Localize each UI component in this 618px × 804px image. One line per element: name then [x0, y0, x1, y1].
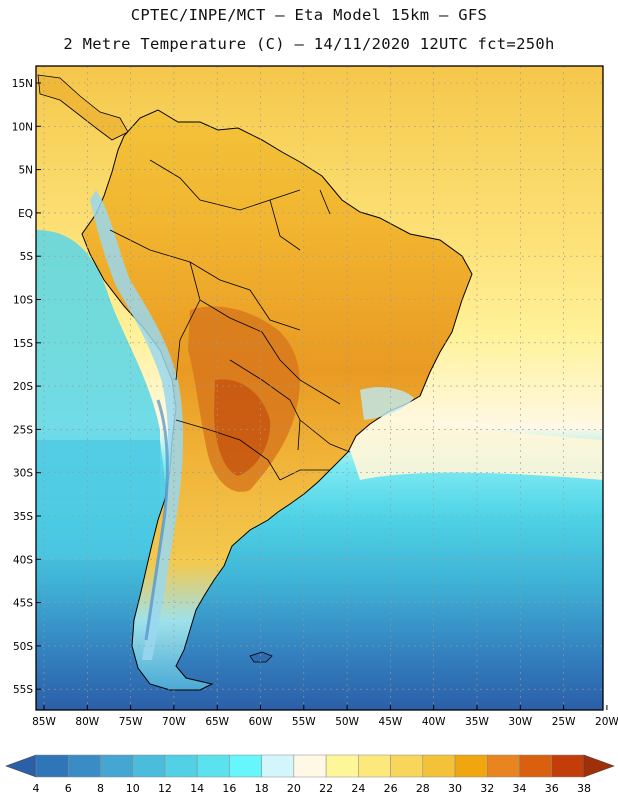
lat-label: 5S: [20, 251, 34, 263]
lon-label: 50W: [335, 716, 359, 728]
lon-label: 30W: [508, 716, 532, 728]
lon-label: 85W: [32, 716, 56, 728]
falkland-islands: [249, 651, 273, 663]
colorbar-swatch: [261, 754, 295, 778]
lon-label: 40W: [422, 716, 446, 728]
colorbar-swatch: [100, 754, 133, 778]
map-title-line-2: 2 Metre Temperature (C) – 14/11/2020 12U…: [63, 35, 555, 53]
lon-label: 55W: [292, 716, 316, 728]
colorbar-swatch: [35, 754, 69, 778]
colorbar-swatch: [422, 754, 456, 778]
colorbar-swatch: [325, 754, 359, 778]
colorbar-swatch: [229, 754, 262, 778]
andes-high-ridge: [144, 399, 169, 641]
southeast-pacific-cool-water: [36, 440, 175, 560]
colorbar-swatch: [487, 754, 520, 778]
colorbar-swatch: [519, 754, 553, 778]
country-borders: [109, 159, 351, 481]
lat-label: 25S: [13, 424, 33, 436]
colorbar-tick-label: 20: [287, 782, 301, 795]
colorbar-tick-label: 24: [351, 782, 365, 795]
colorbar-swatch: [551, 754, 585, 778]
colorbar-tick-label: 22: [319, 782, 333, 795]
lat-label: EQ: [18, 208, 33, 220]
lat-label: 15S: [13, 338, 33, 350]
lat-label: 30S: [13, 468, 33, 480]
temperature-colorbar: 4 6 8 10 12 14 16 18 20 22 24 26 28 30 32 34 36 38: [5, 754, 615, 795]
colorbar-swatch: [358, 754, 391, 778]
lon-label: 70W: [162, 716, 186, 728]
humboldt-cold-water: [36, 230, 160, 500]
lon-label: 35W: [465, 716, 489, 728]
latitude-labels: 15N 10N 5N EQ 5S 10S 15S 20S 25S 30S 35S 40S 45S 50S 5…: [12, 78, 41, 696]
lon-label: 45W: [379, 716, 403, 728]
colorbar-swatch: [132, 754, 166, 778]
atlantic-warm-tongue: [340, 420, 603, 480]
lat-label: 35S: [13, 511, 33, 523]
colorbar-tick-label: 34: [513, 782, 527, 795]
lat-label: 15N: [12, 78, 33, 90]
lon-label: 75W: [119, 716, 143, 728]
lon-label: 20W: [595, 716, 618, 728]
lat-label: 5N: [18, 165, 33, 177]
colorbar-tick-label: 26: [384, 782, 398, 795]
colorbar-tick-label: 8: [97, 782, 104, 795]
lat-label: 20S: [13, 381, 33, 393]
colorbar-swatch: [67, 754, 101, 778]
lat-label: 10N: [12, 121, 33, 133]
colorbar-right-arrow: [583, 754, 615, 778]
colorbar-tick-label: 16: [222, 782, 236, 795]
lon-label: 65W: [205, 716, 229, 728]
colorbar-swatch: [454, 754, 488, 778]
colorbar-tick-label: 6: [65, 782, 72, 795]
colorbar-tick-label: 30: [448, 782, 462, 795]
colorbar-left-arrow: [5, 754, 37, 778]
lon-label: 25W: [552, 716, 576, 728]
colorbar-tick-label: 28: [416, 782, 430, 795]
colorbar-swatch: [390, 754, 424, 778]
lon-label: 80W: [75, 716, 99, 728]
lat-label: 40S: [13, 554, 33, 566]
graticule: [36, 66, 603, 710]
lat-label: 50S: [13, 641, 33, 653]
colorbar-tick-label: 10: [126, 782, 140, 795]
central-america-land: [37, 74, 129, 141]
lat-label: 55S: [13, 684, 33, 696]
lat-label: 45S: [13, 598, 33, 610]
colorbar-swatch: [196, 754, 230, 778]
map-title-line-1: CPTEC/INPE/MCT – Eta Model 15km – GFS: [130, 6, 488, 24]
map-frame: [35, 65, 604, 711]
lat-label: 10S: [13, 295, 33, 307]
longitude-labels: 85W 80W 75W 70W 65W 60W 55W 50W 45W 40W 35W 30W 25W 2…: [32, 705, 618, 728]
colorbar-tick-label: 12: [158, 782, 172, 795]
brazil-coastal-highlands: [360, 387, 414, 420]
colorbar-tick-label: 32: [480, 782, 494, 795]
colorbar-tick-label: 14: [190, 782, 204, 795]
lon-label: 60W: [249, 716, 273, 728]
colorbar-tick-label: 4: [33, 782, 40, 795]
colorbar-swatch: [164, 754, 198, 778]
colorbar-tick-label: 38: [577, 782, 591, 795]
colorbar-swatch: [293, 754, 327, 778]
colorbar-tick-label: 36: [545, 782, 559, 795]
colorbar-tick-label: 18: [255, 782, 269, 795]
